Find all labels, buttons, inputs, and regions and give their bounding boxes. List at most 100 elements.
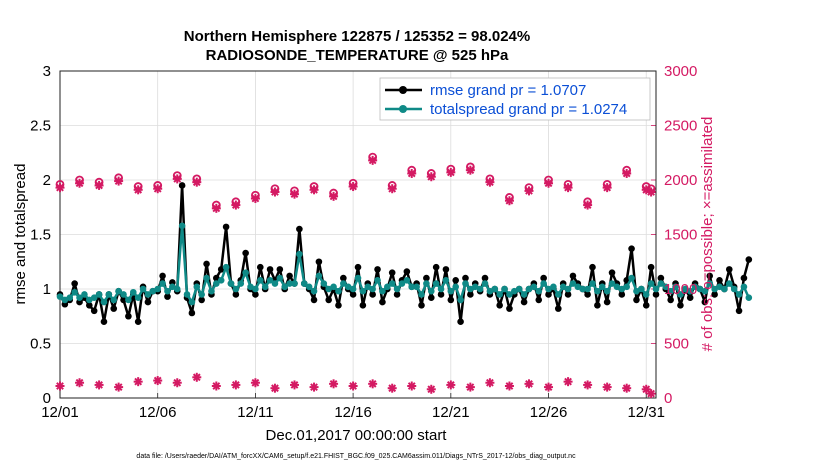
spread-point bbox=[252, 285, 259, 293]
y-left-tick-label: 0.5 bbox=[30, 336, 51, 353]
spread-point bbox=[638, 285, 645, 293]
spread-point bbox=[642, 291, 650, 298]
spread-point bbox=[594, 287, 601, 295]
asterisk-stroke bbox=[525, 379, 533, 388]
assimilated-obs-point bbox=[231, 200, 241, 210]
spread-point bbox=[745, 294, 753, 302]
y-left-tick-label: 3 bbox=[43, 63, 51, 80]
spread-point bbox=[476, 285, 484, 293]
spread-point bbox=[413, 283, 420, 291]
spread-point bbox=[242, 269, 249, 276]
rmse-point bbox=[540, 274, 547, 282]
plot-area bbox=[59, 70, 657, 399]
rmse-point bbox=[144, 298, 152, 306]
rmse-point bbox=[423, 274, 430, 282]
asterisk-stroke bbox=[564, 377, 572, 386]
spread-point bbox=[315, 272, 323, 280]
y-right-tick-label: 3000 bbox=[664, 63, 697, 80]
spread-point bbox=[227, 280, 235, 287]
asterisk-stroke bbox=[251, 378, 260, 387]
spread-point bbox=[237, 280, 245, 287]
spread-point bbox=[129, 288, 137, 296]
asterisk-stroke bbox=[368, 156, 377, 165]
series-layer bbox=[55, 152, 753, 399]
asterisk-stroke bbox=[310, 185, 318, 194]
spread-point bbox=[276, 274, 284, 282]
spread-point bbox=[359, 287, 367, 295]
rmse-point bbox=[120, 296, 127, 304]
rmse-point bbox=[711, 291, 718, 298]
spread-point bbox=[71, 288, 78, 296]
assimilated-obs-point bbox=[231, 380, 241, 390]
rmse-point bbox=[403, 268, 411, 275]
asterisk-stroke bbox=[407, 382, 416, 390]
assimilated-obs-point bbox=[465, 382, 475, 392]
spread-point bbox=[335, 287, 342, 295]
rmse-point bbox=[276, 266, 284, 273]
asterisk-stroke bbox=[231, 381, 240, 389]
spread-point bbox=[281, 283, 289, 291]
spread-point bbox=[427, 287, 435, 295]
rmse-point bbox=[447, 296, 455, 304]
asterisk-stroke bbox=[642, 385, 651, 394]
spread-point bbox=[388, 280, 396, 287]
spread-point bbox=[447, 287, 455, 295]
spread-point bbox=[564, 285, 572, 293]
asterisk-stroke bbox=[466, 383, 475, 391]
spread-point bbox=[183, 291, 191, 298]
spread-point bbox=[501, 285, 508, 293]
rmse-point bbox=[340, 274, 347, 282]
spread-point bbox=[398, 280, 406, 287]
rmse-point bbox=[462, 274, 469, 282]
assimilated-obs-point bbox=[504, 381, 514, 391]
rmse-point bbox=[252, 291, 259, 298]
spread-point bbox=[657, 280, 665, 287]
rmse-point bbox=[496, 302, 503, 309]
assimilated-obs-point bbox=[94, 380, 104, 390]
spread-point bbox=[232, 285, 240, 293]
rmse-point bbox=[427, 294, 435, 302]
spread-point bbox=[374, 276, 381, 284]
spread-point bbox=[256, 276, 264, 284]
asterisk-stroke bbox=[310, 383, 318, 391]
asterisk-stroke bbox=[153, 184, 162, 193]
asterisk-stroke bbox=[466, 166, 475, 175]
rmse-point bbox=[618, 291, 626, 298]
rmse-point bbox=[188, 309, 196, 317]
asterisk-stroke bbox=[407, 169, 416, 178]
assimilated-obs-point bbox=[646, 389, 656, 399]
spread-point bbox=[677, 291, 684, 298]
spread-point bbox=[110, 296, 118, 304]
y-right-tick-label: 2000 bbox=[664, 172, 697, 189]
spread-point bbox=[193, 283, 201, 291]
rmse-point bbox=[657, 274, 665, 282]
rmse-point bbox=[203, 260, 210, 268]
asterisk-stroke bbox=[647, 389, 656, 398]
assimilated-obs-point bbox=[407, 168, 417, 178]
spread-point bbox=[623, 283, 630, 291]
asterisk-stroke bbox=[271, 384, 279, 393]
spread-point bbox=[261, 283, 269, 291]
asterisk-stroke bbox=[329, 192, 338, 201]
x-tick-label: 12/01 bbox=[41, 404, 79, 421]
spread-point bbox=[173, 285, 181, 293]
rmse-point bbox=[603, 298, 611, 306]
chart-subtitle: RADIOSONDE_TEMPERATURE @ 525 hPa bbox=[206, 47, 509, 64]
asterisk-stroke bbox=[173, 378, 182, 387]
rmse-point bbox=[232, 291, 240, 298]
rmse-point bbox=[442, 266, 450, 273]
spread-point bbox=[76, 294, 83, 302]
assimilated-obs-point bbox=[426, 384, 436, 394]
assimilated-obs-point bbox=[114, 382, 124, 392]
spread-point bbox=[452, 283, 460, 291]
rmse-point bbox=[481, 274, 489, 282]
assimilated-obs-point bbox=[114, 176, 124, 186]
asterisk-stroke bbox=[56, 382, 64, 390]
spread-point bbox=[603, 287, 611, 295]
spread-point bbox=[178, 222, 186, 230]
asterisk-stroke bbox=[75, 179, 84, 188]
assimilated-obs-point bbox=[75, 378, 85, 388]
asterisk-stroke bbox=[95, 181, 103, 190]
spread-point bbox=[706, 280, 714, 287]
